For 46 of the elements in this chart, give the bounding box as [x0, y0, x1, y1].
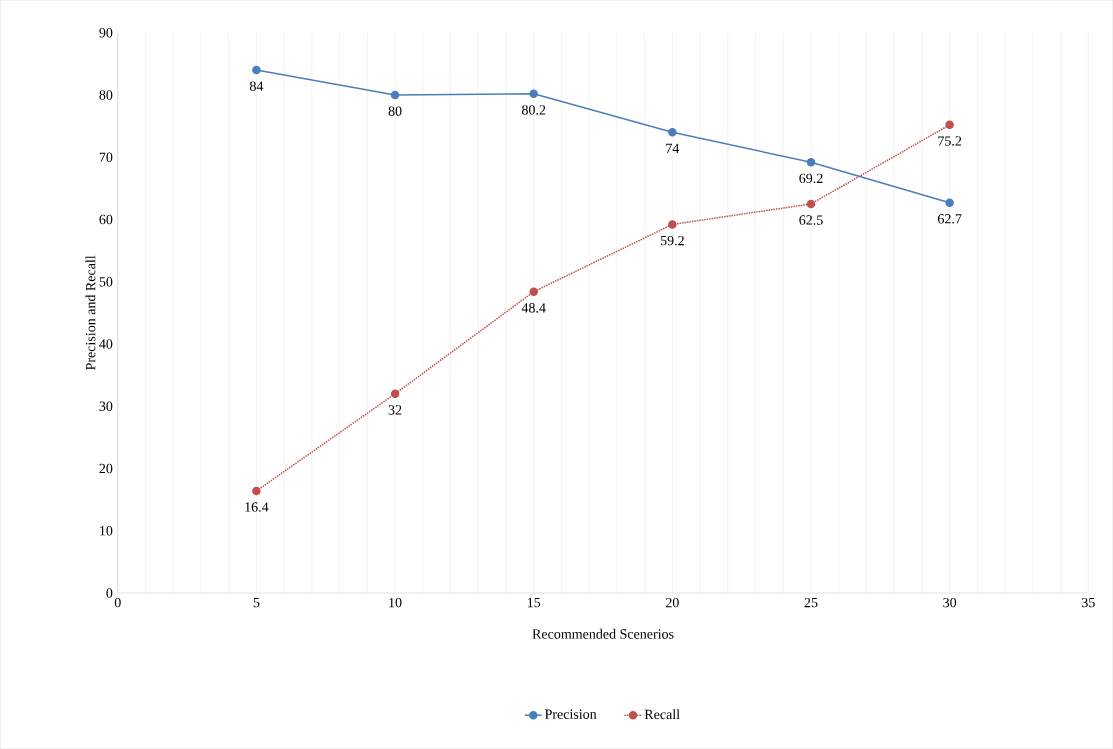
data-label: 62.7	[937, 214, 962, 224]
legend-label: Recall	[644, 709, 680, 720]
point	[390, 90, 400, 100]
point	[252, 486, 261, 496]
x-tick-label: 25	[804, 597, 818, 608]
point	[252, 65, 261, 75]
y-tick-label: 60	[99, 214, 113, 225]
y-tick-label: 70	[99, 152, 113, 163]
data-label: 16.4	[245, 502, 269, 512]
y-tick-label: 20	[99, 463, 113, 474]
point	[945, 120, 954, 130]
y-tick-label: 30	[99, 401, 113, 412]
x-axis-title: Recommended Scenerios	[532, 628, 674, 639]
x-tick-label: 10	[389, 597, 402, 608]
point	[806, 158, 816, 167]
point	[390, 389, 400, 399]
data-label: 32	[388, 405, 402, 415]
point	[945, 198, 954, 208]
point	[529, 89, 538, 99]
data-label: 48.4	[521, 303, 546, 313]
x-tick-label: 5	[253, 597, 260, 608]
data-label: 84	[249, 81, 264, 92]
x-tick-label: 30	[943, 597, 957, 608]
data-label: 75.2	[938, 136, 962, 146]
x-tick-label: 15	[527, 597, 541, 608]
data-label: 80.2	[521, 105, 546, 115]
legend-label: Precision	[544, 709, 597, 720]
data-label: 62.5	[799, 215, 823, 225]
point	[668, 220, 677, 229]
x-tick-label: 0	[114, 597, 121, 608]
y-tick-label: 0	[106, 588, 113, 598]
y-tick-label: 10	[100, 526, 113, 536]
y-tick-label: 50	[99, 277, 113, 287]
data-label: 80	[388, 106, 402, 116]
point	[529, 287, 538, 297]
data-label: 74	[666, 143, 680, 154]
y-tick-label: 40	[99, 339, 113, 349]
data-label: 69.2	[799, 173, 823, 184]
x-tick-label: 35	[1081, 597, 1095, 608]
point	[806, 199, 816, 209]
data-label: 59.2	[660, 235, 684, 246]
x-tick-label: 20	[665, 597, 679, 608]
point	[668, 128, 677, 137]
y-axis-title: Precision and Recall	[85, 255, 96, 371]
y-tick-label: 90	[99, 28, 113, 38]
y-tick-label: 80	[99, 90, 113, 100]
